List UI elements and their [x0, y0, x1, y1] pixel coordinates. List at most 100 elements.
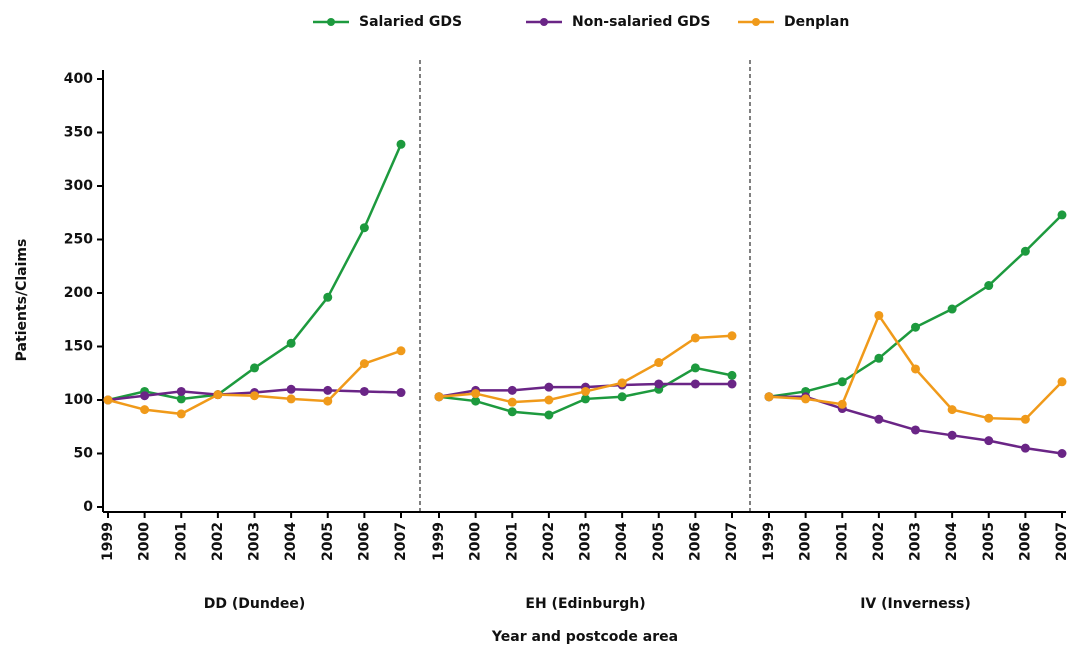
data-point — [250, 391, 259, 401]
data-point — [727, 370, 737, 380]
legend-label: Non-salaried GDS — [572, 14, 710, 30]
data-point — [727, 331, 737, 341]
data-point — [690, 379, 700, 389]
data-point — [1020, 246, 1030, 256]
legend-label: Denplan — [784, 14, 849, 30]
series-line — [769, 395, 1063, 455]
data-point — [617, 378, 627, 388]
x-tick-label: 2004 — [614, 522, 630, 561]
data-point — [471, 389, 481, 399]
x-tick-label: 2007 — [724, 522, 740, 561]
data-point — [947, 405, 957, 415]
data-point — [690, 333, 700, 343]
data-point — [544, 395, 554, 405]
data-point — [1057, 449, 1067, 458]
x-tick-label: 2002 — [541, 522, 557, 561]
data-point — [396, 346, 406, 356]
x-tick-label: 2003 — [578, 522, 594, 561]
data-point — [581, 386, 590, 396]
data-point — [984, 436, 994, 446]
panel-label: IV (Inverness) — [860, 596, 971, 612]
data-point — [544, 382, 554, 392]
y-tick-label: 200 — [64, 285, 93, 301]
data-point — [874, 353, 884, 363]
data-point — [286, 394, 296, 404]
y-tick-label: 150 — [64, 339, 93, 355]
data-point — [874, 310, 884, 320]
panel-label: DD (Dundee) — [204, 596, 305, 612]
series-line — [107, 349, 402, 416]
y-tick-label: 300 — [64, 178, 93, 194]
data-point — [471, 396, 481, 406]
x-tick-label: 2006 — [1017, 522, 1033, 561]
data-point — [250, 363, 259, 373]
x-tick-label: 2000 — [468, 522, 484, 561]
legend-label: Salaried GDS — [359, 14, 462, 30]
data-point — [213, 390, 223, 400]
series-line — [107, 143, 403, 402]
y-axis-label: Patients/Claims — [14, 239, 30, 362]
x-tick-label: 1999 — [761, 522, 777, 561]
x-tick-label: 2002 — [210, 522, 226, 561]
x-axis-label: Year and postcode area — [491, 629, 678, 645]
y-tick-label: 100 — [64, 392, 93, 408]
data-point — [727, 379, 737, 389]
data-point — [837, 399, 847, 409]
x-tick-label: 2001 — [173, 522, 189, 561]
x-tick-label: 2005 — [320, 522, 336, 561]
data-point — [874, 414, 884, 424]
y-tick-label: 350 — [64, 125, 93, 141]
x-tick-label: 1999 — [431, 522, 447, 561]
data-point — [176, 409, 186, 419]
data-point — [507, 385, 517, 395]
data-point — [617, 392, 627, 402]
data-point — [359, 359, 369, 369]
data-point — [947, 430, 957, 440]
data-point — [801, 394, 811, 404]
data-point — [103, 395, 113, 405]
data-point — [359, 386, 369, 396]
x-tick-label: 2001 — [504, 522, 520, 561]
data-point — [654, 379, 664, 389]
data-point — [764, 392, 774, 402]
panel-label: EH (Edinburgh) — [525, 596, 645, 612]
data-point — [140, 405, 150, 415]
data-point — [1057, 210, 1067, 220]
x-tick-label: 2002 — [871, 522, 887, 561]
y-tick-label: 50 — [74, 446, 94, 462]
data-point — [323, 292, 333, 302]
data-point — [911, 322, 920, 332]
data-point — [176, 394, 186, 404]
x-tick-label: 1999 — [100, 522, 116, 561]
x-tick-label: 2003 — [908, 522, 924, 561]
data-point — [947, 304, 957, 314]
data-point — [544, 410, 554, 420]
legend-marker — [327, 18, 335, 26]
data-point — [1020, 443, 1030, 453]
y-tick-label: 250 — [64, 232, 93, 248]
data-point — [286, 338, 296, 348]
x-tick-label: 2000 — [137, 522, 153, 561]
data-point — [984, 281, 994, 291]
data-point — [323, 385, 333, 395]
x-tick-label: 2001 — [834, 522, 850, 561]
data-point — [507, 407, 517, 417]
y-tick-label: 400 — [64, 71, 93, 87]
x-tick-label: 2005 — [651, 522, 667, 561]
legend-marker — [540, 18, 548, 26]
data-point — [911, 425, 920, 435]
data-point — [911, 364, 920, 374]
data-point — [140, 391, 150, 401]
data-point — [434, 392, 444, 402]
data-point — [359, 223, 369, 233]
x-tick-label: 2006 — [356, 522, 372, 561]
data-point — [507, 397, 517, 407]
x-tick-label: 2004 — [283, 522, 299, 561]
x-tick-label: 2003 — [247, 522, 263, 561]
data-point — [581, 394, 590, 404]
data-point — [323, 396, 333, 406]
data-point — [690, 363, 700, 373]
data-point — [1020, 414, 1030, 424]
data-point — [176, 386, 186, 396]
